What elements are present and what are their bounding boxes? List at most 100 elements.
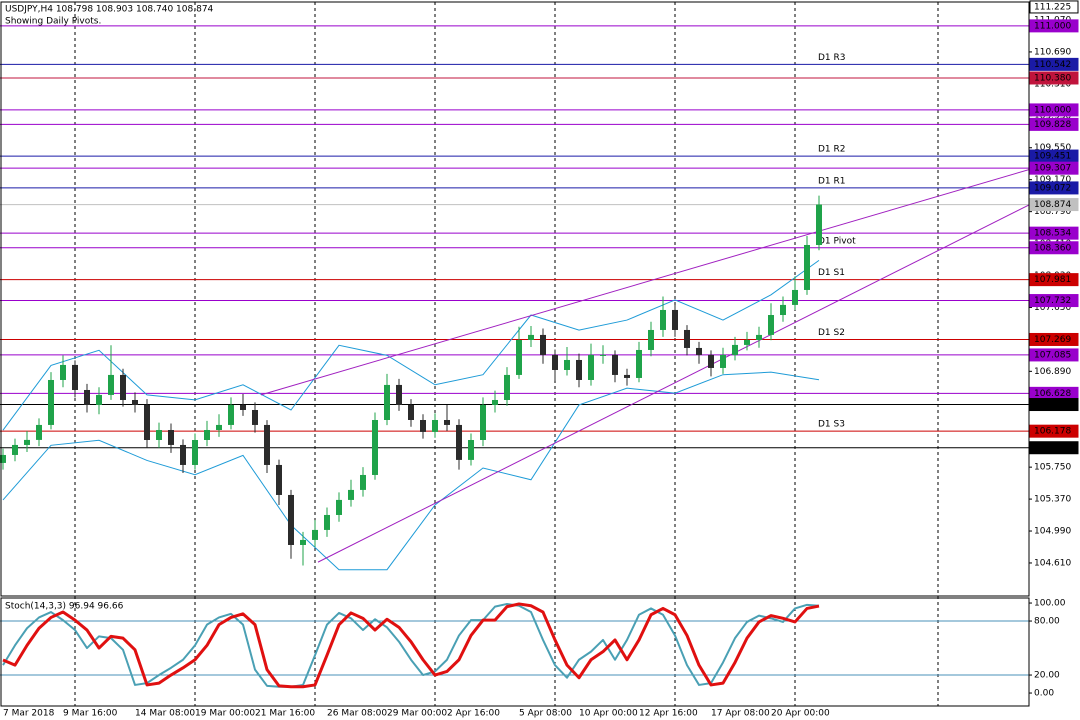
x-tick-label: 2 Apr 16:00 [447,709,500,719]
candle-body [720,354,726,368]
stoch-y-tick-label: 100.00 [1034,599,1066,609]
stoch-y-tick-label: 80.00 [1034,617,1060,627]
price-tag-label: 107.732 [1034,296,1071,306]
price-tag [1029,398,1079,412]
level-name: D1 S2 [818,328,845,338]
candle-body [684,329,690,348]
candle-body [360,474,366,490]
x-tick-label: 9 Mar 16:00 [63,709,118,719]
candle-body [36,424,42,440]
candle-body [624,374,630,378]
stoch-line [2,602,820,688]
candle-body [372,419,378,475]
candle-body [792,289,798,305]
price-tag [1029,424,1079,438]
candle-body [180,444,186,465]
stoch-panel [0,602,1029,689]
price-tag-label: 108.874 [1034,200,1071,210]
candle-body [348,489,354,500]
candle-body [84,389,90,405]
candle-body [72,364,78,390]
x-tick-label: 7 Mar 2018 [3,709,55,719]
price-frame [0,1,1030,597]
candle-body [456,424,462,460]
price-tag-label: 108.534 [1034,229,1071,239]
candle-body [204,429,210,440]
y-tick-label: 105.370 [1034,495,1071,505]
price-tag [1029,441,1079,455]
price-tag-label: 106.628 [1034,389,1071,399]
price-panel: D1 R3 D1 R2 D1 R1 D1 Pivot D1 S1 D1 S2 D1 S3 [0,6,1029,571]
price-tag-label: 111.225 [1034,2,1071,12]
level-name: D1 R2 [818,145,846,155]
price-tag-label: 110.542 [1034,60,1071,70]
x-tick-label: 10 Apr 00:00 [579,709,638,719]
candle-body [228,404,234,425]
candle-body [708,354,714,368]
price-tag [1029,161,1079,175]
candle-body [408,404,414,420]
price-tag [1029,71,1079,85]
candle-body [564,359,570,370]
candle-body [600,354,606,356]
candle-body [756,334,762,340]
candle-body [120,374,126,400]
candle-body [48,379,54,425]
trendline [317,204,1029,563]
candle-body [168,429,174,445]
candle-body [132,399,138,405]
candle-body [816,204,822,245]
price-tag-label: 111.000 [1034,21,1071,31]
chart-subtitle: Showing Daily Pivots. [5,17,101,27]
candle-body [216,424,222,430]
candle-body [60,364,66,380]
candle-body [780,304,786,316]
price-tag-label: 107.085 [1034,350,1071,360]
price-tag [1029,226,1079,240]
y-tick-label: 107.650 [1034,303,1071,313]
candle-body [492,399,498,405]
candle-body [96,394,102,405]
x-tick-label: 20 Apr 00:00 [771,709,830,719]
x-tick-label: 14 Mar 08:00 [135,709,195,719]
candle-body [264,424,270,465]
candle-body [672,309,678,330]
price-tag-label: 110.000 [1034,105,1071,115]
axes: 7 Mar 2018 9 Mar 16:00 14 Mar 08:00 19 Mar … [3,0,1079,719]
candle-body [768,315,774,335]
price-tag-label: 109.451 [1034,152,1071,162]
price-tag [1029,332,1079,346]
price-tag-label: 106.178 [1034,427,1071,437]
level-name: D1 Pivot [818,236,856,246]
candle-body [156,429,162,440]
stoch-frame [0,597,1030,707]
stoch-title: Stoch(14,3,3) 96.94 96.66 [5,602,124,612]
candle-body [552,354,558,370]
candle-body [576,359,582,380]
price-tag [1029,57,1079,71]
price-tag-label: 108.360 [1034,243,1071,253]
x-tick-label: 26 Mar 08:00 [327,709,387,719]
price-tag [1029,117,1079,131]
candle-body [432,419,438,432]
candle-body [648,329,654,350]
bollinger-upper [2,259,820,431]
stoch-line [2,602,820,689]
candle-body [192,439,198,465]
candle-body [660,309,666,330]
candle-body [420,419,426,432]
price-tag [1029,0,1079,14]
candle-body [540,334,546,355]
candle-body [396,384,402,405]
y-tick-label: 108.790 [1034,207,1071,217]
price-tag-label: 109.307 [1034,164,1071,174]
y-tick-label: 109.170 [1034,175,1071,185]
level-name: D1 S3 [818,420,845,430]
y-tick-label: 110.690 [1034,47,1071,57]
price-tag [1029,19,1079,33]
candle-body [696,347,702,355]
price-tag [1029,294,1079,308]
x-tick-label: 5 Apr 08:00 [519,709,572,719]
